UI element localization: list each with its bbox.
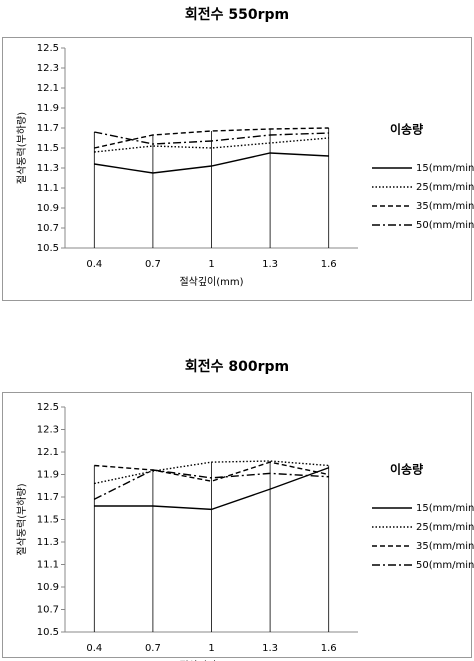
x-tick-label: 0.4 <box>86 259 102 270</box>
y-tick-label: 11.1 <box>37 183 59 194</box>
x-tick-label: 1.3 <box>262 259 278 270</box>
legend-label: 25(mm/min) <box>416 182 474 193</box>
y-tick-label: 11.9 <box>37 103 59 114</box>
x-tick-label: 0.7 <box>145 643 161 654</box>
legend-label: 25(mm/min) <box>416 522 474 533</box>
legend-label: 50(mm/min) <box>416 560 474 571</box>
x-tick-label: 1.6 <box>321 259 337 270</box>
y-tick-label: 11.3 <box>37 537 59 548</box>
legend-label: 15(mm/min) <box>416 503 474 514</box>
series-line <box>94 152 329 174</box>
y-tick-label: 10.9 <box>37 582 59 593</box>
x-tick-label: 1.6 <box>321 643 337 654</box>
x-tick-label: 1 <box>208 643 214 654</box>
y-tick-label: 11.5 <box>37 515 59 526</box>
y-tick-label: 11.9 <box>37 470 59 481</box>
x-tick-label: 0.4 <box>86 643 102 654</box>
legend-label: 50(mm/min) <box>416 220 474 231</box>
series-line <box>94 131 329 145</box>
series-line <box>94 467 329 511</box>
legend-label: 35(mm/min) <box>416 201 474 212</box>
y-tick-label: 12.3 <box>37 425 59 436</box>
y-axis-label: 절삭동력(부하량) <box>15 112 28 184</box>
y-tick-label: 11.7 <box>37 123 59 134</box>
y-tick-label: 11.7 <box>37 492 59 503</box>
y-tick-label: 12.1 <box>37 447 59 458</box>
y-tick-label: 11.5 <box>37 143 59 154</box>
x-tick-label: 1 <box>208 259 214 270</box>
y-tick-label: 12.1 <box>37 83 59 94</box>
series-line <box>94 460 329 485</box>
x-tick-label: 0.7 <box>145 259 161 270</box>
y-tick-label: 11.3 <box>37 163 59 174</box>
chart-title: 회전수 550rpm <box>185 6 289 23</box>
x-tick-label: 1.3 <box>262 643 278 654</box>
y-tick-label: 10.7 <box>37 223 59 234</box>
y-tick-label: 12.5 <box>37 43 59 54</box>
legend-title: 이송량 <box>390 122 423 137</box>
y-tick-label: 12.3 <box>37 63 59 74</box>
y-tick-label: 10.7 <box>37 605 59 616</box>
y-tick-label: 11.1 <box>37 560 59 571</box>
y-tick-label: 10.9 <box>37 203 59 214</box>
y-tick-label: 10.5 <box>37 243 59 254</box>
series-line <box>94 461 329 482</box>
chart-title: 회전수 800rpm <box>185 358 289 375</box>
legend-label: 35(mm/min) <box>416 541 474 552</box>
legend-title: 이송량 <box>390 462 423 477</box>
x-axis-label: 절삭깊이(mm) <box>179 275 243 288</box>
series-line <box>94 137 329 153</box>
legend-label: 15(mm/min) <box>416 163 474 174</box>
chart-frame <box>2 392 472 658</box>
y-axis-label: 절삭동력(부하량) <box>15 483 28 555</box>
chart-frame <box>2 37 472 301</box>
series-line <box>93 469 329 500</box>
y-tick-label: 10.5 <box>37 627 59 638</box>
y-tick-label: 12.5 <box>37 402 59 413</box>
